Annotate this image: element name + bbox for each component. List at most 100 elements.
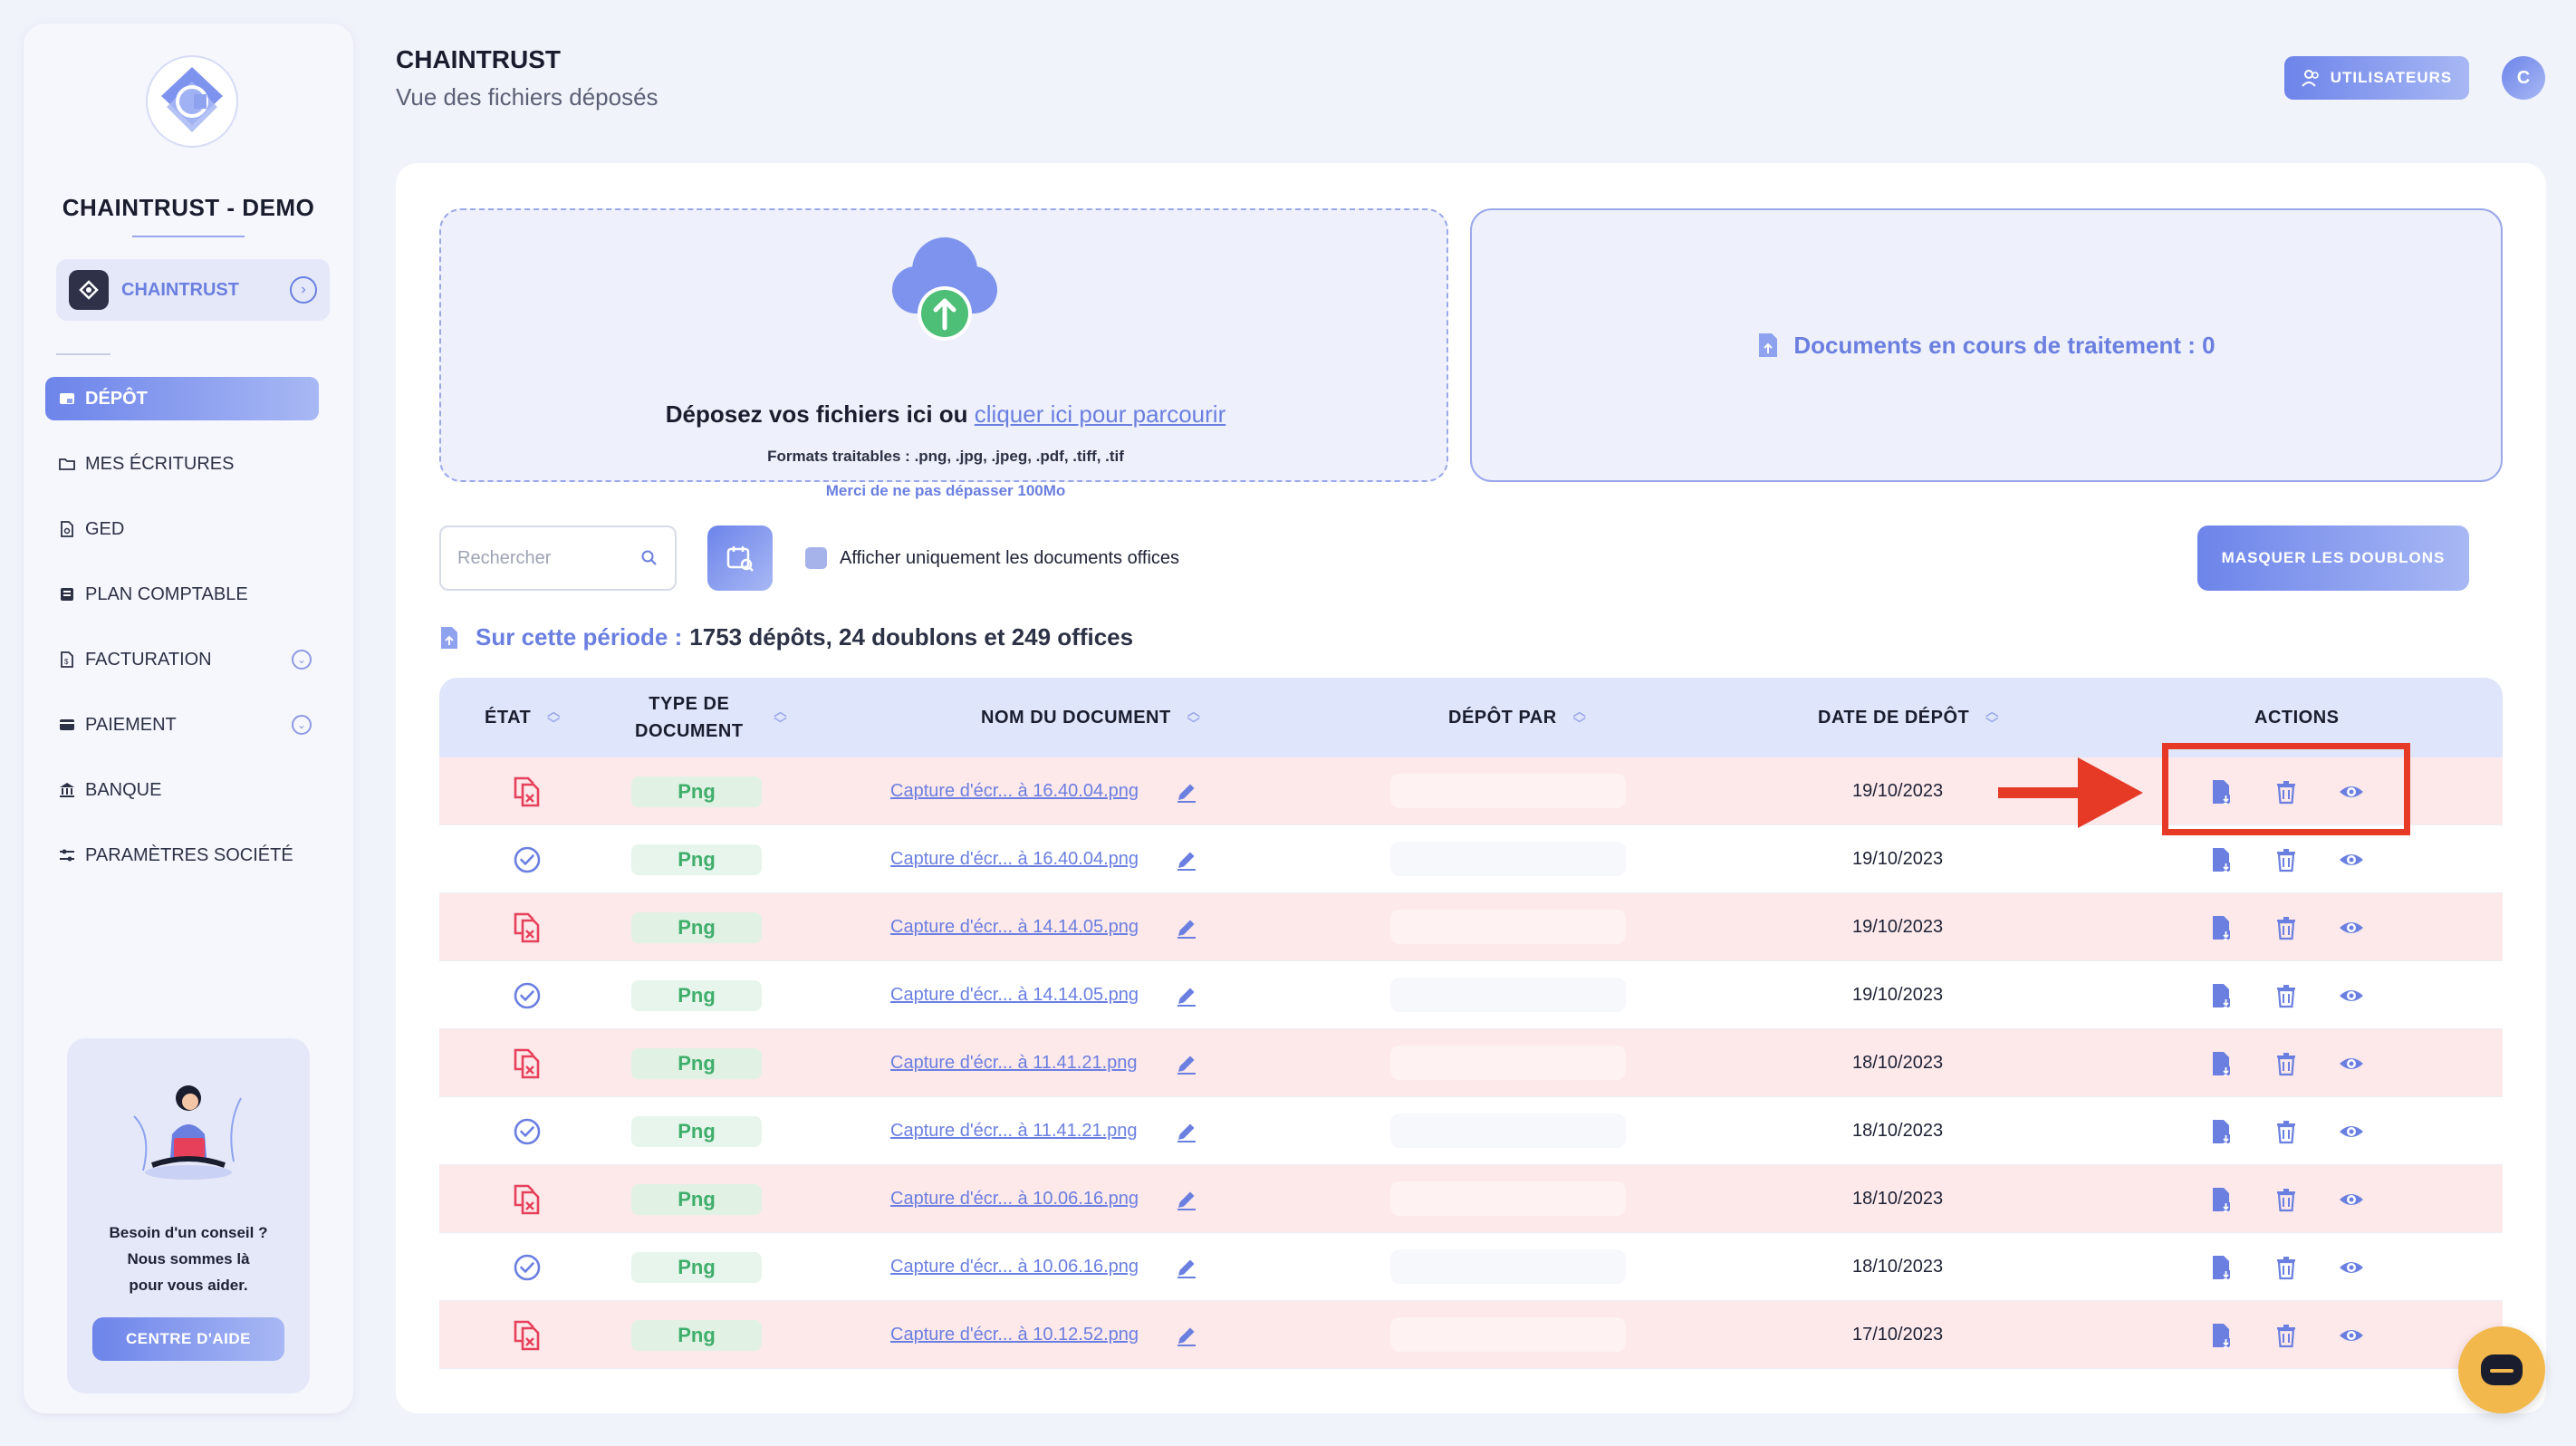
- annotation-arrow: [1998, 757, 2143, 828]
- eye-icon[interactable]: [2338, 1097, 2365, 1165]
- edit-name-icon[interactable]: [1175, 1233, 1198, 1301]
- company-selector[interactable]: CHAINTRUST ›: [56, 259, 330, 321]
- chat-support-button[interactable]: [2458, 1326, 2545, 1413]
- sidebar-item-ged[interactable]: GED: [45, 507, 344, 551]
- sidebar-item-depot[interactable]: DÉPÔT: [45, 377, 319, 420]
- trash-icon[interactable]: [2273, 1097, 2300, 1165]
- edit-name-icon[interactable]: [1175, 961, 1198, 1029]
- validated-status-icon: [510, 1097, 544, 1165]
- column-header-date[interactable]: DATE DE DÉPÔT ︿ ﹀: [1818, 678, 1999, 757]
- depositor-redacted: [1390, 978, 1626, 1012]
- eye-icon[interactable]: [2338, 893, 2365, 961]
- download-document-icon[interactable]: [2208, 1233, 2235, 1301]
- page-subtitle: Vue des fichiers déposés: [396, 83, 658, 111]
- edit-name-icon[interactable]: [1175, 825, 1198, 893]
- edit-name-icon[interactable]: [1175, 757, 1198, 825]
- processing-status-panel: Documents en cours de traitement : 0: [1470, 208, 2503, 482]
- eye-icon[interactable]: [2338, 1029, 2365, 1097]
- edit-name-icon[interactable]: [1175, 1301, 1198, 1369]
- browse-link[interactable]: cliquer ici pour parcourir: [974, 400, 1226, 428]
- search-input[interactable]: Rechercher: [439, 525, 677, 591]
- column-header-nom[interactable]: NOM DU DOCUMENT ︿ ﹀: [981, 678, 1200, 757]
- chevron-right-icon[interactable]: ›: [290, 276, 317, 304]
- brand-name: CHAINTRUST - DEMO: [62, 194, 315, 221]
- company-logo-icon: [69, 270, 109, 310]
- sort-icon[interactable]: ︿ ﹀: [1572, 704, 1587, 731]
- download-document-icon[interactable]: [2208, 1029, 2235, 1097]
- sort-icon[interactable]: ︿ ﹀: [547, 704, 561, 731]
- edit-name-icon[interactable]: [1175, 1097, 1198, 1165]
- eye-icon[interactable]: [2338, 1233, 2365, 1301]
- depositor-redacted: [1390, 842, 1626, 876]
- trash-icon[interactable]: [2273, 893, 2300, 961]
- document-name-link[interactable]: Capture d'écr... à 11.41.21.png: [890, 1121, 1138, 1141]
- document-name-link[interactable]: Capture d'écr... à 10.12.52.png: [890, 1325, 1139, 1345]
- sliders-icon: [60, 849, 74, 862]
- duplicate-status-icon: [510, 1301, 544, 1369]
- sidebar-item-label: DÉPÔT: [85, 388, 148, 409]
- checkbox-box[interactable]: [805, 547, 827, 569]
- document-name-link[interactable]: Capture d'écr... à 14.14.05.png: [890, 917, 1139, 937]
- eye-icon[interactable]: [2338, 961, 2365, 1029]
- depositor-redacted: [1390, 1181, 1626, 1216]
- download-document-icon[interactable]: [2208, 757, 2235, 825]
- download-document-icon[interactable]: [2208, 825, 2235, 893]
- sort-icon[interactable]: ︿ ﹀: [1187, 704, 1201, 731]
- document-name-link[interactable]: Capture d'écr... à 11.41.21.png: [890, 1053, 1138, 1073]
- trash-icon[interactable]: [2273, 825, 2300, 893]
- offices-only-checkbox[interactable]: Afficher uniquement les documents office…: [805, 547, 1179, 569]
- download-document-icon[interactable]: [2208, 1097, 2235, 1165]
- sidebar-item-mes-ecritures[interactable]: MES ÉCRITURES: [45, 442, 344, 486]
- dropzone-size-limit: Merci de ne pas dépasser 100Mo: [825, 482, 1066, 499]
- trash-icon[interactable]: [2273, 757, 2300, 825]
- column-header-type[interactable]: TYPE DE DOCUMENT ︿ ﹀: [635, 678, 787, 757]
- edit-name-icon[interactable]: [1175, 893, 1198, 961]
- download-document-icon[interactable]: [2208, 961, 2235, 1029]
- date-filter-button[interactable]: [707, 525, 773, 591]
- document-name-link[interactable]: Capture d'écr... à 10.06.16.png: [890, 1189, 1139, 1209]
- edit-name-icon[interactable]: [1175, 1029, 1198, 1097]
- column-header-etat[interactable]: ÉTAT ︿ ﹀: [485, 678, 561, 757]
- sidebar-item-label: MES ÉCRITURES: [85, 453, 235, 474]
- document-name-link[interactable]: Capture d'écr... à 14.14.05.png: [890, 985, 1139, 1005]
- trash-icon[interactable]: [2273, 1165, 2300, 1233]
- edit-name-icon[interactable]: [1175, 1165, 1198, 1233]
- trash-icon[interactable]: [2273, 961, 2300, 1029]
- eye-icon[interactable]: [2338, 1165, 2365, 1233]
- trash-icon[interactable]: [2273, 1029, 2300, 1097]
- trash-icon[interactable]: [2273, 1301, 2300, 1369]
- download-document-icon[interactable]: [2208, 1301, 2235, 1369]
- trash-icon[interactable]: [2273, 1233, 2300, 1301]
- avatar[interactable]: C: [2502, 56, 2545, 100]
- column-header-label: DOCUMENT: [635, 721, 744, 741]
- download-document-icon[interactable]: [2208, 893, 2235, 961]
- validated-status-icon: [510, 1233, 544, 1301]
- eye-icon[interactable]: [2338, 1301, 2365, 1369]
- column-header-label: ÉTAT: [485, 707, 532, 728]
- file-dropzone[interactable]: Déposez vos fichiers ici ou cliquer ici …: [439, 208, 1448, 499]
- sidebar-item-plan-comptable[interactable]: PLAN COMPTABLE: [45, 573, 344, 616]
- eye-icon[interactable]: [2338, 825, 2365, 893]
- company-name: CHAINTRUST: [121, 279, 239, 300]
- deposit-date: 18/10/2023: [1852, 1189, 1944, 1209]
- column-header-label: ACTIONS: [2254, 707, 2340, 728]
- sidebar-item-paiement[interactable]: PAIEMENT ⌄: [45, 703, 344, 747]
- chevron-down-icon[interactable]: ⌄: [292, 715, 312, 735]
- column-header-depot-par[interactable]: DÉPÔT PAR ︿ ﹀: [1448, 678, 1586, 757]
- sidebar-item-parametres-societe[interactable]: PARAMÈTRES SOCIÉTÉ: [45, 834, 344, 877]
- users-button[interactable]: UTILISATEURS: [2284, 56, 2469, 100]
- document-name-link[interactable]: Capture d'écr... à 10.06.16.png: [890, 1257, 1139, 1277]
- document-name-link[interactable]: Capture d'écr... à 16.40.04.png: [890, 781, 1139, 801]
- validated-status-icon: [510, 961, 544, 1029]
- eye-icon[interactable]: [2338, 757, 2365, 825]
- chevron-down-icon[interactable]: ⌄: [292, 650, 312, 670]
- download-document-icon[interactable]: [2208, 1165, 2235, 1233]
- help-center-button[interactable]: CENTRE D'AIDE: [92, 1317, 284, 1361]
- document-name-link[interactable]: Capture d'écr... à 16.40.04.png: [890, 849, 1139, 869]
- sort-icon[interactable]: ︿ ﹀: [774, 704, 788, 731]
- hide-duplicates-button[interactable]: MASQUER LES DOUBLONS: [2197, 525, 2469, 591]
- sidebar-item-banque[interactable]: BANQUE: [45, 768, 344, 812]
- sidebar-item-facturation[interactable]: $ FACTURATION ⌄: [45, 638, 344, 681]
- sort-icon[interactable]: ︿ ﹀: [1985, 704, 1999, 731]
- table-row: Png Capture d'écr... à 16.40.04.png 19/10/…: [439, 757, 2503, 825]
